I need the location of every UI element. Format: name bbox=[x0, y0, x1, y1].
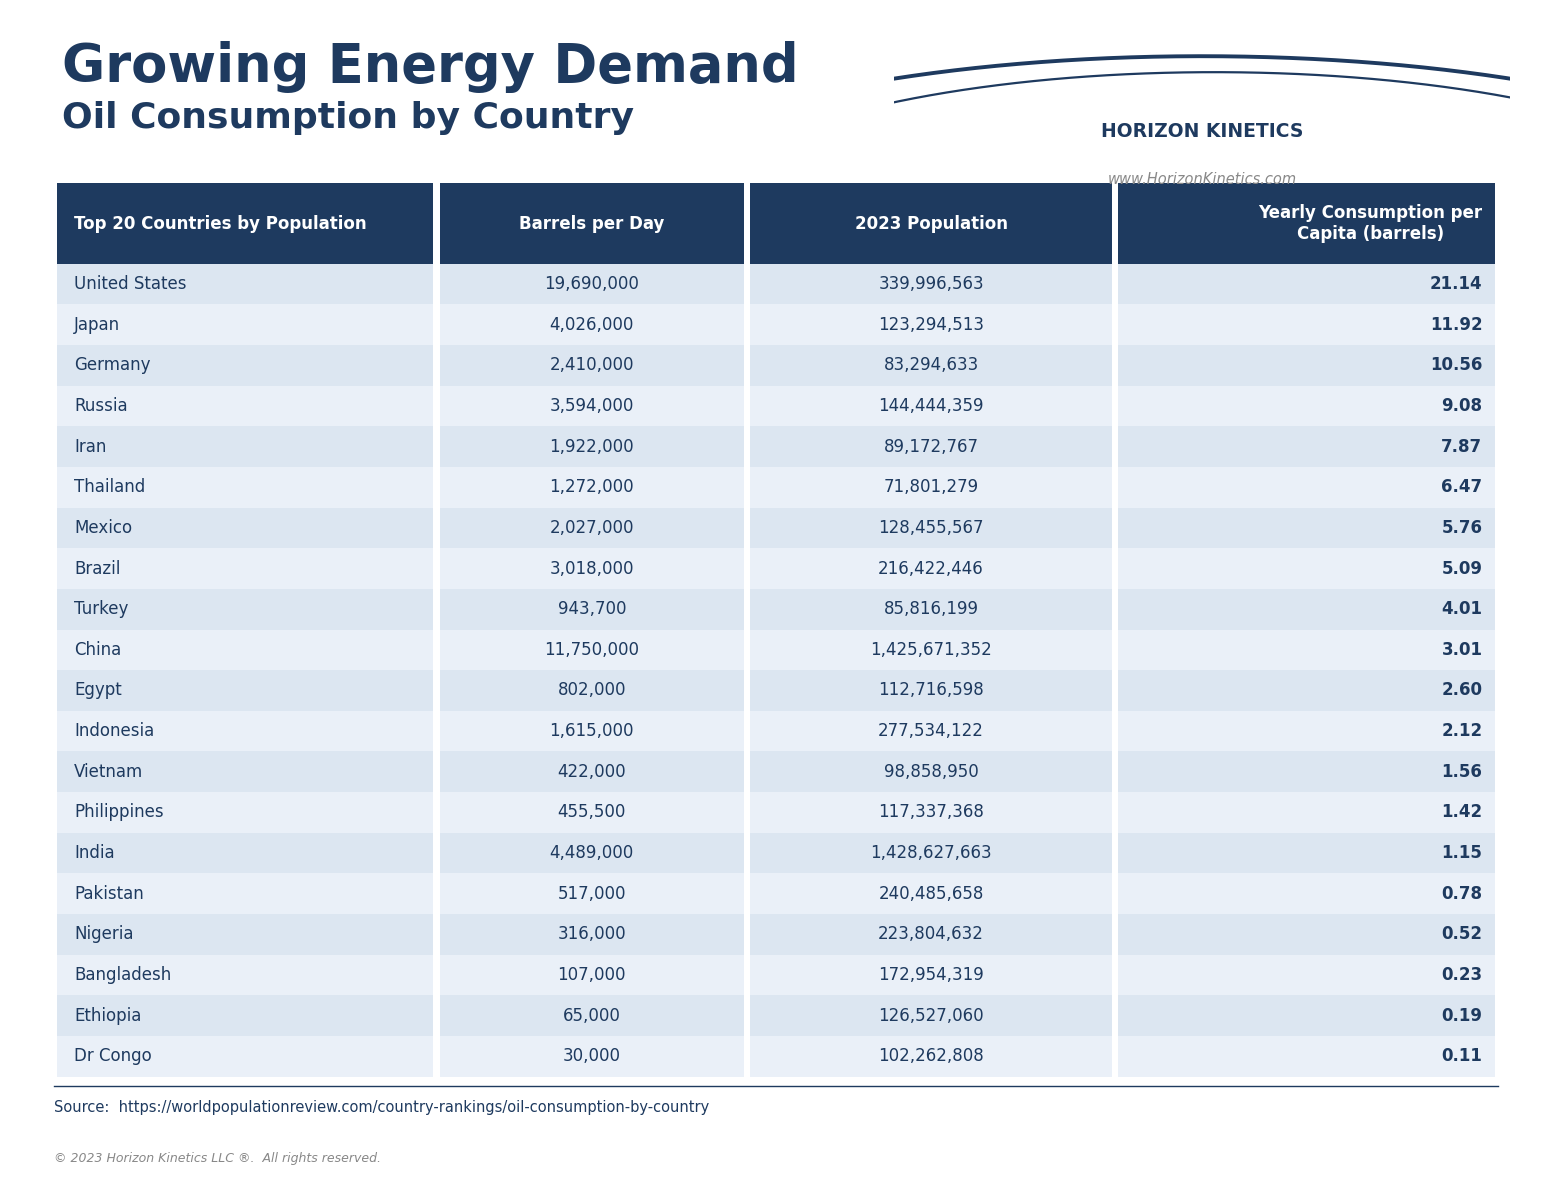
Text: 7.87: 7.87 bbox=[1441, 438, 1482, 455]
Text: Turkey: Turkey bbox=[74, 600, 128, 619]
Text: 4,489,000: 4,489,000 bbox=[550, 843, 633, 862]
Text: 517,000: 517,000 bbox=[558, 885, 626, 903]
Text: Nigeria: Nigeria bbox=[74, 925, 134, 943]
Text: 223,804,632: 223,804,632 bbox=[878, 925, 985, 943]
Text: 123,294,513: 123,294,513 bbox=[878, 316, 985, 334]
Text: 11,750,000: 11,750,000 bbox=[544, 641, 640, 659]
Text: 0.11: 0.11 bbox=[1441, 1047, 1482, 1065]
Text: 172,954,319: 172,954,319 bbox=[878, 967, 985, 984]
Text: 2023 Population: 2023 Population bbox=[855, 214, 1008, 233]
Text: 144,444,359: 144,444,359 bbox=[878, 397, 983, 415]
Text: 316,000: 316,000 bbox=[558, 925, 626, 943]
Text: 0.78: 0.78 bbox=[1441, 885, 1482, 903]
Text: 1,272,000: 1,272,000 bbox=[550, 478, 633, 497]
Text: Philippines: Philippines bbox=[74, 803, 163, 821]
Text: 1.42: 1.42 bbox=[1441, 803, 1482, 821]
Text: 943,700: 943,700 bbox=[558, 600, 626, 619]
Text: © 2023 Horizon Kinetics LLC ®.  All rights reserved.: © 2023 Horizon Kinetics LLC ®. All right… bbox=[54, 1152, 381, 1165]
Text: Germany: Germany bbox=[74, 356, 151, 374]
Text: Oil Consumption by Country: Oil Consumption by Country bbox=[62, 101, 633, 135]
Text: 71,801,279: 71,801,279 bbox=[883, 478, 979, 497]
Text: 4.01: 4.01 bbox=[1441, 600, 1482, 619]
Text: 89,172,767: 89,172,767 bbox=[883, 438, 979, 455]
Text: Growing Energy Demand: Growing Energy Demand bbox=[62, 41, 798, 93]
Text: 455,500: 455,500 bbox=[558, 803, 626, 821]
Text: 5.09: 5.09 bbox=[1441, 560, 1482, 577]
Text: 19,690,000: 19,690,000 bbox=[544, 276, 640, 293]
Text: 11.92: 11.92 bbox=[1430, 316, 1482, 334]
Text: 98,858,950: 98,858,950 bbox=[883, 763, 979, 781]
Text: 3.01: 3.01 bbox=[1441, 641, 1482, 659]
Text: 65,000: 65,000 bbox=[562, 1007, 621, 1024]
Text: Barrels per Day: Barrels per Day bbox=[519, 214, 664, 233]
Text: 1,425,671,352: 1,425,671,352 bbox=[871, 641, 992, 659]
Text: Japan: Japan bbox=[74, 316, 120, 334]
Text: Yearly Consumption per
Capita (barrels): Yearly Consumption per Capita (barrels) bbox=[1259, 205, 1482, 243]
Text: 0.19: 0.19 bbox=[1441, 1007, 1482, 1024]
Text: 0.23: 0.23 bbox=[1441, 967, 1482, 984]
Text: Ethiopia: Ethiopia bbox=[74, 1007, 142, 1024]
Text: Thailand: Thailand bbox=[74, 478, 145, 497]
Text: 0.52: 0.52 bbox=[1441, 925, 1482, 943]
Text: 422,000: 422,000 bbox=[558, 763, 626, 781]
Text: Russia: Russia bbox=[74, 397, 128, 415]
Text: 1.15: 1.15 bbox=[1441, 843, 1482, 862]
Text: 3,594,000: 3,594,000 bbox=[550, 397, 633, 415]
Text: 126,527,060: 126,527,060 bbox=[878, 1007, 983, 1024]
Text: 102,262,808: 102,262,808 bbox=[878, 1047, 985, 1065]
Text: 2,410,000: 2,410,000 bbox=[550, 356, 633, 374]
Text: 112,716,598: 112,716,598 bbox=[878, 681, 985, 699]
Text: 117,337,368: 117,337,368 bbox=[878, 803, 985, 821]
Text: 2,027,000: 2,027,000 bbox=[550, 519, 633, 537]
Text: 5.76: 5.76 bbox=[1441, 519, 1482, 537]
Text: 83,294,633: 83,294,633 bbox=[883, 356, 979, 374]
Text: Pakistan: Pakistan bbox=[74, 885, 143, 903]
Text: 10.56: 10.56 bbox=[1430, 356, 1482, 374]
Text: Bangladesh: Bangladesh bbox=[74, 967, 171, 984]
Text: 240,485,658: 240,485,658 bbox=[878, 885, 983, 903]
Text: 1,615,000: 1,615,000 bbox=[550, 722, 633, 741]
Text: 339,996,563: 339,996,563 bbox=[878, 276, 983, 293]
Text: 128,455,567: 128,455,567 bbox=[878, 519, 983, 537]
Text: 2.12: 2.12 bbox=[1441, 722, 1482, 741]
Text: 1,922,000: 1,922,000 bbox=[550, 438, 633, 455]
Text: Brazil: Brazil bbox=[74, 560, 120, 577]
Text: 802,000: 802,000 bbox=[558, 681, 626, 699]
Text: Iran: Iran bbox=[74, 438, 106, 455]
Text: Indonesia: Indonesia bbox=[74, 722, 154, 741]
Text: India: India bbox=[74, 843, 114, 862]
Text: www.HorizonKinetics.com: www.HorizonKinetics.com bbox=[1108, 172, 1296, 187]
Text: Mexico: Mexico bbox=[74, 519, 133, 537]
Text: Vietnam: Vietnam bbox=[74, 763, 143, 781]
Text: United States: United States bbox=[74, 276, 186, 293]
Text: 216,422,446: 216,422,446 bbox=[878, 560, 985, 577]
Text: 1,428,627,663: 1,428,627,663 bbox=[871, 843, 992, 862]
Text: 277,534,122: 277,534,122 bbox=[878, 722, 985, 741]
Text: HORIZON KINETICS: HORIZON KINETICS bbox=[1100, 122, 1304, 141]
Text: 6.47: 6.47 bbox=[1441, 478, 1482, 497]
Text: Egypt: Egypt bbox=[74, 681, 122, 699]
Text: Top 20 Countries by Population: Top 20 Countries by Population bbox=[74, 214, 367, 233]
Text: 30,000: 30,000 bbox=[562, 1047, 621, 1065]
Text: Source:  https://worldpopulationreview.com/country-rankings/oil-consumption-by-c: Source: https://worldpopulationreview.co… bbox=[54, 1100, 709, 1116]
Text: 9.08: 9.08 bbox=[1441, 397, 1482, 415]
Text: 3,018,000: 3,018,000 bbox=[550, 560, 633, 577]
Text: Dr Congo: Dr Congo bbox=[74, 1047, 151, 1065]
Text: 1.56: 1.56 bbox=[1441, 763, 1482, 781]
Text: 21.14: 21.14 bbox=[1430, 276, 1482, 293]
Text: 85,816,199: 85,816,199 bbox=[883, 600, 979, 619]
Text: 2.60: 2.60 bbox=[1441, 681, 1482, 699]
Text: 4,026,000: 4,026,000 bbox=[550, 316, 633, 334]
Text: China: China bbox=[74, 641, 122, 659]
Text: 107,000: 107,000 bbox=[558, 967, 626, 984]
